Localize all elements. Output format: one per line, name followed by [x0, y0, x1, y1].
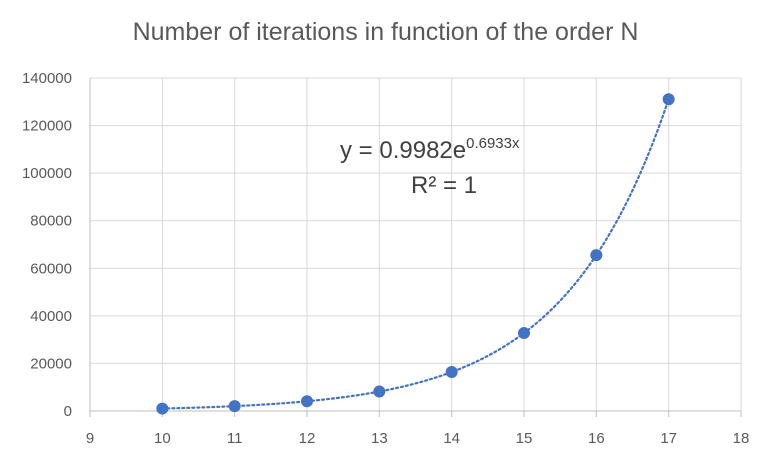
y-tick-label: 100000 — [22, 165, 72, 182]
axes — [89, 78, 742, 417]
r-squared-label: R² = 1 — [411, 172, 477, 199]
x-tick-label: 11 — [227, 430, 243, 447]
data-point — [662, 93, 675, 106]
grid — [90, 77, 742, 411]
chart-title: Number of iterations in function of the … — [132, 18, 639, 46]
trendline-equation-exponent: 0.6933x — [466, 135, 520, 152]
x-tick-label: 15 — [516, 430, 533, 447]
y-tick-label: 120000 — [22, 118, 72, 135]
x-tick-label: 13 — [371, 430, 388, 447]
trendline-equation-base: y = 0.9982e — [340, 137, 466, 164]
trendline — [161, 97, 670, 410]
y-tick-label: 140000 — [22, 70, 72, 87]
data-point — [518, 327, 530, 340]
x-tick-label: 10 — [154, 430, 171, 447]
x-tick-label: 18 — [733, 430, 750, 447]
tick-labels: 0 20000 40000 60000 80000 100000 120000 140000 9… — [22, 70, 749, 447]
data-point — [156, 402, 169, 415]
y-tick-label: 40000 — [30, 308, 72, 325]
x-tick-label: 14 — [443, 430, 460, 447]
y-tick-label: 20000 — [30, 355, 72, 372]
data-point — [373, 385, 386, 398]
x-tick-label: 17 — [660, 430, 677, 447]
y-tick-label: 60000 — [30, 260, 72, 277]
trendline-equation: y = 0.9982e0.6933x — [340, 135, 520, 164]
x-tick-label: 16 — [588, 430, 605, 447]
y-tick-label: 80000 — [30, 213, 72, 230]
data-point — [445, 366, 458, 379]
y-tick-label: 0 — [64, 403, 72, 420]
data-point — [301, 395, 313, 408]
data-point — [590, 249, 603, 262]
data-points — [156, 93, 675, 415]
data-point — [228, 400, 241, 413]
x-tick-label: 9 — [86, 430, 94, 447]
trendline-path — [161, 97, 670, 410]
x-tick-label: 12 — [299, 430, 316, 447]
